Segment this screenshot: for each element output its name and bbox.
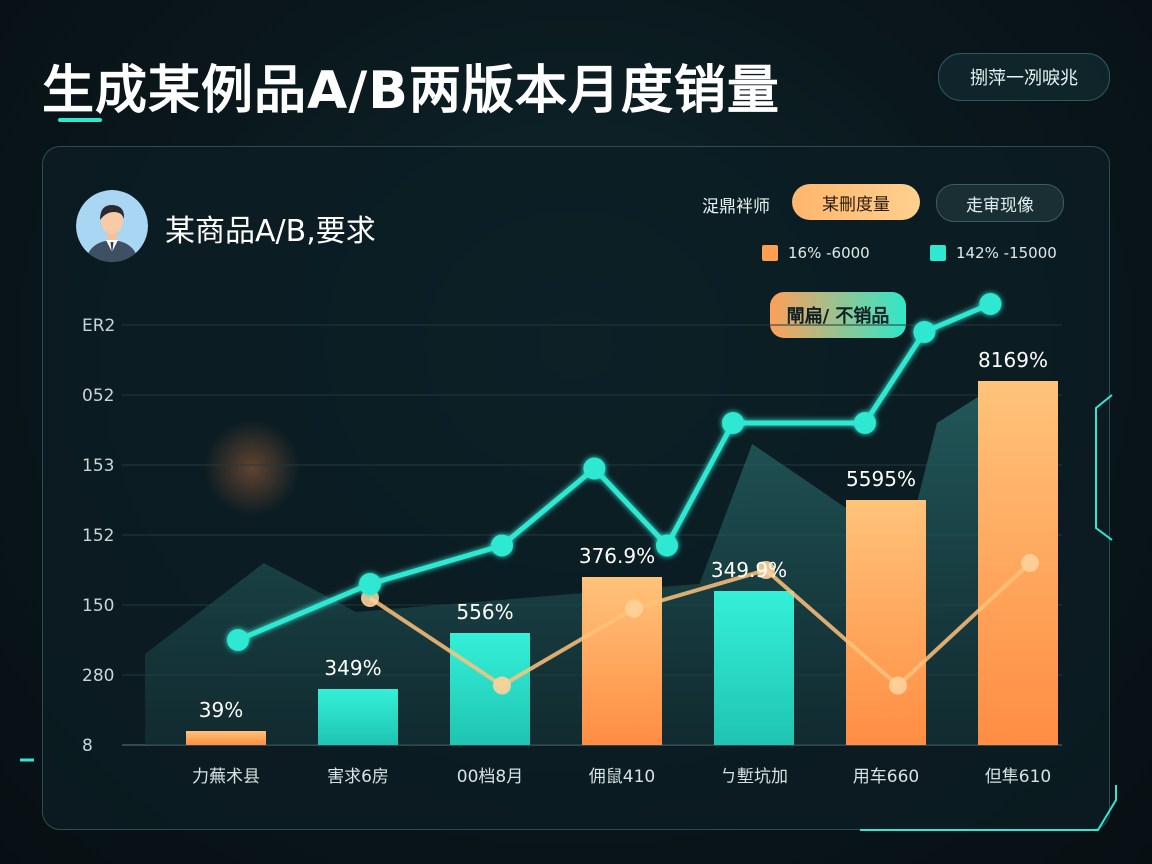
y-tick-label: 153: [82, 456, 114, 476]
teal-series-point: [583, 457, 606, 480]
legend-swatch-teal: [930, 245, 946, 261]
teal-series-point: [854, 412, 876, 434]
x-tick-label: 佣鼠410: [589, 767, 655, 787]
title-underline: [58, 118, 102, 122]
orange-series-point: [757, 561, 775, 579]
bar: [978, 381, 1058, 745]
y-tick-label: 8: [82, 736, 93, 756]
legend-label-teal: 142% -15000: [956, 244, 1057, 262]
avatar-person-icon: [76, 190, 148, 262]
teal-series-point: [359, 573, 381, 595]
bar-value-label: 8169%: [978, 348, 1048, 372]
y-tick-label: 052: [82, 386, 114, 406]
teal-series-point: [656, 534, 678, 557]
x-tick-label: 害求6房: [327, 767, 389, 787]
page-title: 生成某例品A/B两版本月度销量: [42, 61, 780, 121]
bar-value-label: 556%: [456, 600, 513, 624]
y-tick-label: 152: [82, 526, 114, 546]
bar: [450, 633, 530, 745]
filter-inactive-button[interactable]: 走审现像: [936, 184, 1064, 222]
bar-value-label: 39%: [199, 698, 243, 722]
bar: [318, 689, 398, 745]
annotation-pill: 閘扁/ 不销品: [770, 292, 906, 338]
legend-label-orange: 16% -6000: [788, 244, 870, 262]
bar: [846, 500, 926, 745]
legend-swatch-orange: [762, 245, 778, 261]
filter-active-button[interactable]: 某刪度量: [792, 184, 920, 220]
panel-heading: 某商品A/B,要求: [165, 214, 376, 249]
y-tick-label: ER2: [82, 316, 115, 336]
teal-series-point: [979, 293, 1002, 315]
teal-series-point: [722, 412, 744, 434]
orange-series-point: [625, 599, 643, 618]
teal-series-point: [227, 629, 249, 651]
orange-series-point: [889, 676, 907, 695]
y-tick-label: 150: [82, 596, 114, 616]
bar-value-label: 349.9%: [711, 558, 787, 582]
x-tick-label: ㄅ塹坑加: [720, 767, 788, 787]
right-bracket-decoration: [1095, 394, 1113, 541]
legend-item-orange: 16% -6000: [762, 244, 870, 262]
x-tick-label: 用车660: [853, 767, 919, 787]
orange-series-point: [493, 676, 511, 695]
x-tick-label: 力蕪术县: [192, 767, 260, 787]
legend-item-teal: 142% -15000: [930, 244, 1057, 262]
orange-series-line: [368, 561, 1032, 689]
avatar: [76, 190, 148, 262]
bar-value-label: 376.9%: [579, 544, 655, 568]
decorative-glow: [204, 420, 300, 516]
bottom-right-decoration: [860, 785, 1117, 831]
bar: [186, 731, 266, 745]
bar-value-label: 349%: [324, 656, 381, 680]
bar-value-label: 5595%: [846, 467, 916, 491]
orange-series-point: [1021, 554, 1039, 572]
bar: [714, 591, 794, 745]
x-tick-label: 00档8月: [457, 767, 523, 787]
y-tick-label: 280: [82, 666, 114, 686]
teal-series-point: [913, 321, 936, 343]
x-tick-label: 但隼610: [985, 767, 1051, 787]
filter-label: 浞鼎袢师: [702, 197, 770, 217]
top-action-button[interactable]: 捌萍一冽唳兆: [938, 53, 1110, 101]
teal-series-point: [491, 534, 513, 557]
